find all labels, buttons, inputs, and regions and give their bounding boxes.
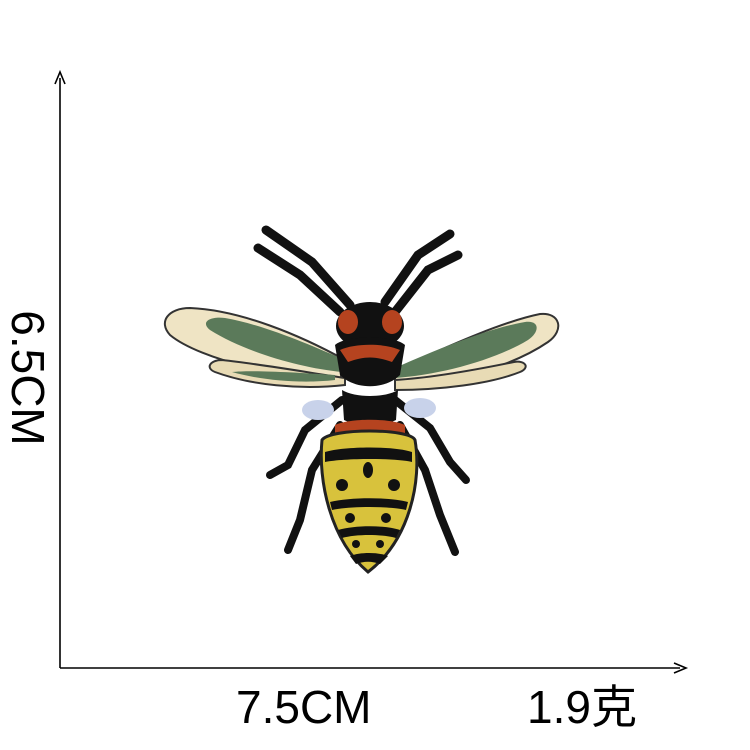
horizontal-axis-arrow-icon bbox=[673, 662, 689, 674]
abdomen bbox=[319, 429, 419, 574]
left-wing bbox=[163, 306, 347, 388]
antennae bbox=[253, 225, 463, 317]
dimension-axes bbox=[54, 69, 689, 674]
right-wing bbox=[394, 312, 560, 392]
width-dimension-label: 7.5CM bbox=[236, 681, 372, 733]
vertical-axis-arrow-icon bbox=[54, 69, 66, 85]
weight-label: 1.9克 bbox=[527, 681, 637, 733]
height-dimension-label: 6.5CM bbox=[2, 310, 54, 446]
hornet-patch-image bbox=[163, 225, 560, 574]
